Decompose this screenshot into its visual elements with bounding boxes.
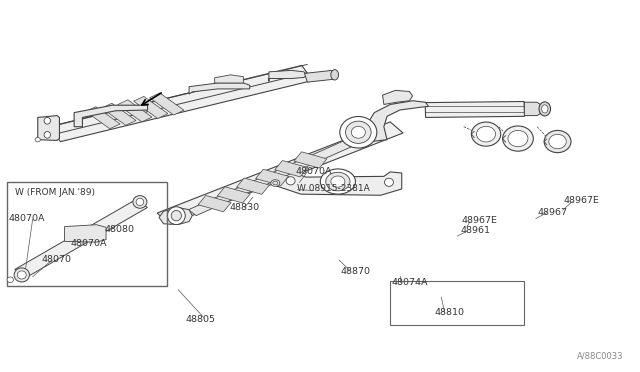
Text: W 08915-2381A: W 08915-2381A [297,185,370,193]
Ellipse shape [44,118,51,124]
Polygon shape [255,169,289,186]
Ellipse shape [549,134,566,149]
Ellipse shape [544,131,571,153]
Text: 48070A: 48070A [296,167,332,176]
Text: A/88C0033: A/88C0033 [577,352,623,361]
Ellipse shape [326,172,350,191]
Polygon shape [86,107,120,129]
Text: 48967E: 48967E [564,196,600,205]
Text: 48967E: 48967E [462,217,498,225]
Ellipse shape [168,207,185,225]
Text: 48870: 48870 [340,267,371,276]
Polygon shape [159,208,192,225]
Bar [390,280,524,325]
Ellipse shape [340,116,377,148]
Ellipse shape [133,196,147,208]
Ellipse shape [286,177,295,185]
Polygon shape [15,200,147,277]
Polygon shape [49,65,313,142]
Ellipse shape [477,126,495,142]
Bar [7,182,167,286]
Ellipse shape [271,180,280,186]
Polygon shape [524,102,540,116]
Ellipse shape [273,181,278,185]
Ellipse shape [331,176,345,187]
Text: 48810: 48810 [435,308,465,317]
Text: 48074A: 48074A [392,278,428,287]
Polygon shape [74,105,148,127]
Ellipse shape [502,126,533,151]
Polygon shape [157,122,403,224]
Text: 48070A: 48070A [71,239,108,248]
Polygon shape [305,70,334,82]
Ellipse shape [320,169,355,194]
Polygon shape [65,225,106,242]
Ellipse shape [351,126,365,138]
Ellipse shape [14,268,29,282]
Polygon shape [214,75,243,83]
Text: 48080: 48080 [104,225,134,234]
Ellipse shape [508,130,528,147]
Text: 48070: 48070 [42,255,72,264]
Ellipse shape [331,70,339,80]
Ellipse shape [172,211,181,221]
Ellipse shape [17,271,26,279]
Polygon shape [189,83,250,94]
Ellipse shape [136,198,144,206]
Polygon shape [425,102,525,118]
Polygon shape [188,131,375,216]
Ellipse shape [471,122,500,146]
Ellipse shape [35,137,40,142]
Text: 48967: 48967 [537,208,567,217]
Ellipse shape [539,102,550,116]
Polygon shape [275,169,402,195]
Polygon shape [150,93,184,115]
Ellipse shape [541,105,548,113]
Ellipse shape [44,132,51,138]
Polygon shape [275,161,308,177]
Polygon shape [38,116,60,140]
Text: 48070A: 48070A [8,214,45,223]
Polygon shape [134,96,168,118]
Ellipse shape [385,178,394,186]
Polygon shape [218,187,250,203]
Ellipse shape [346,121,371,143]
Polygon shape [294,152,327,168]
Polygon shape [118,100,152,122]
Polygon shape [383,90,413,105]
Polygon shape [198,195,231,212]
Polygon shape [102,103,136,125]
Text: 48805: 48805 [186,315,216,324]
Text: 48830: 48830 [229,203,259,212]
Text: W (FROM JAN.'89): W (FROM JAN.'89) [15,188,95,197]
Polygon shape [236,178,269,194]
Polygon shape [368,101,429,141]
Ellipse shape [7,277,13,283]
Polygon shape [269,70,307,81]
Text: 48961: 48961 [461,226,490,235]
